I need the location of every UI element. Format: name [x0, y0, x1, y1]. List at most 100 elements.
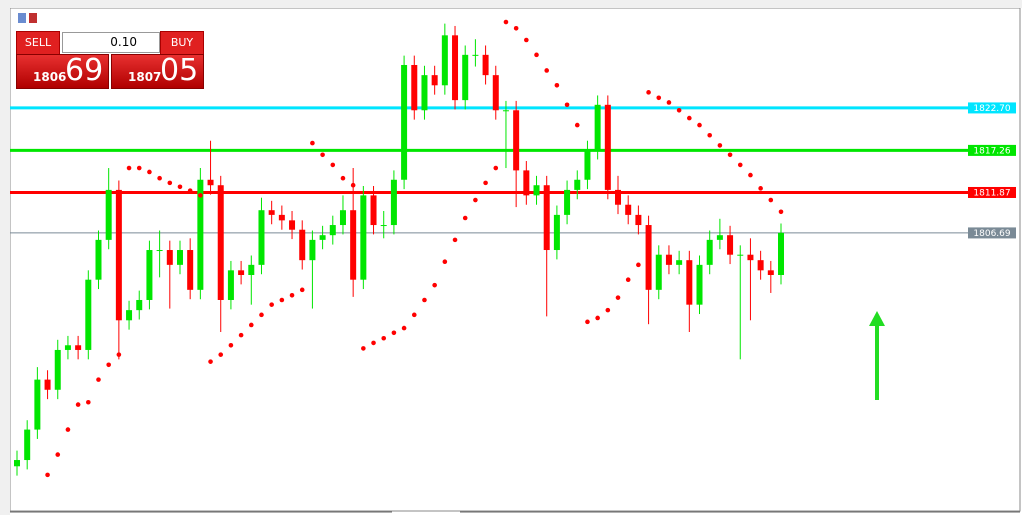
candle-body: [676, 260, 683, 265]
candle-body: [217, 185, 224, 300]
up-arrow: [869, 311, 885, 400]
sar-dot: [208, 359, 213, 364]
candle-body: [686, 260, 693, 305]
sar-dot: [310, 140, 315, 146]
sar-dot: [727, 152, 733, 158]
sar-dot: [422, 297, 427, 303]
sar-dot: [544, 68, 550, 73]
candle-body: [747, 254, 754, 261]
bid-small: 69: [65, 53, 104, 88]
icon: [29, 13, 37, 23]
sar-dot: [687, 115, 692, 121]
sar-dot: [473, 197, 478, 203]
sar-dot: [96, 377, 101, 382]
candle-body: [421, 75, 428, 111]
candle-body: [187, 250, 194, 290]
candle-body: [14, 460, 20, 467]
sar-dot: [330, 162, 336, 168]
candle-body: [778, 232, 784, 276]
candle-body: [401, 64, 408, 180]
sar-dot: [605, 307, 611, 313]
sar-dot: [401, 325, 407, 331]
candle-body: [615, 189, 622, 205]
sar-dot: [340, 175, 346, 181]
candle-body: [258, 210, 265, 265]
trade-panel: SELL 0.10 BUY 1806 69 1807 05: [16, 31, 204, 89]
sar-dot: [707, 132, 712, 138]
sar-dot: [218, 352, 224, 357]
sar-dot: [320, 152, 325, 158]
candle-body: [655, 254, 662, 290]
candle-body: [564, 189, 571, 215]
candle-body: [411, 64, 418, 111]
sar-dot: [269, 302, 274, 307]
top-bar: [0, 0, 1022, 8]
sar-dot: [483, 180, 488, 186]
candle-body: [115, 189, 122, 321]
sar-dot: [758, 186, 763, 191]
sar-dot: [238, 332, 244, 338]
level-label: 1806.69: [973, 229, 1010, 239]
candle-body: [604, 104, 611, 190]
candle-body: [696, 264, 703, 305]
ask-price[interactable]: 1807 05: [111, 53, 204, 89]
candle-body: [757, 260, 764, 271]
icon: [18, 13, 26, 23]
candle-body: [156, 250, 163, 252]
sar-dot: [126, 165, 132, 171]
candle-body: [350, 210, 357, 280]
candle-body: [248, 264, 255, 276]
sar-dot: [45, 472, 50, 478]
candle-body: [360, 195, 367, 280]
sar-dot: [615, 295, 621, 300]
sar-dot: [350, 182, 356, 188]
sar-dot: [167, 180, 173, 186]
sar-dot: [259, 312, 264, 318]
sar-dot: [574, 122, 580, 128]
candle-body: [625, 204, 632, 215]
candle-body: [319, 235, 326, 240]
level-tag: [968, 102, 1016, 114]
sar-dot: [493, 165, 499, 171]
sar-dot: [198, 193, 203, 198]
candle-body: [502, 110, 509, 112]
sar-dot: [676, 107, 682, 113]
candle-body: [75, 345, 82, 350]
sar-dot: [462, 215, 468, 221]
left-strip: [0, 8, 10, 515]
candle-body: [574, 179, 581, 190]
sar-dot: [503, 19, 509, 25]
sar-dot: [697, 122, 702, 128]
candle-body: [64, 345, 71, 350]
buy-button[interactable]: BUY: [160, 31, 204, 55]
candle-body: [136, 299, 143, 311]
candle-body: [452, 35, 459, 101]
candle-body: [278, 214, 285, 221]
candle-body: [737, 254, 744, 256]
lot-input[interactable]: 0.10: [62, 32, 160, 53]
sar-dot: [248, 322, 254, 328]
bid-price[interactable]: 1806 69: [16, 53, 109, 89]
candle-body: [289, 220, 296, 230]
sar-dot: [391, 330, 397, 336]
candle-body: [105, 189, 112, 240]
sar-dot: [147, 169, 152, 175]
sar-dot: [187, 188, 193, 193]
candle-body: [441, 35, 448, 86]
candle-body: [34, 379, 41, 430]
sar-dot: [768, 197, 774, 203]
candle-body: [176, 250, 183, 265]
sar-dot: [55, 452, 61, 457]
sar-dot: [442, 259, 448, 265]
sar-dot: [625, 277, 631, 282]
ask-small: 05: [160, 53, 199, 88]
ask-big: 1807: [128, 70, 162, 84]
candle-body: [492, 75, 499, 111]
sar-dot: [361, 346, 366, 351]
candle-body: [207, 179, 214, 186]
sell-button[interactable]: SELL: [16, 31, 60, 55]
sar-dot: [513, 25, 519, 31]
candle-body: [299, 229, 306, 261]
candle-body: [197, 179, 204, 290]
